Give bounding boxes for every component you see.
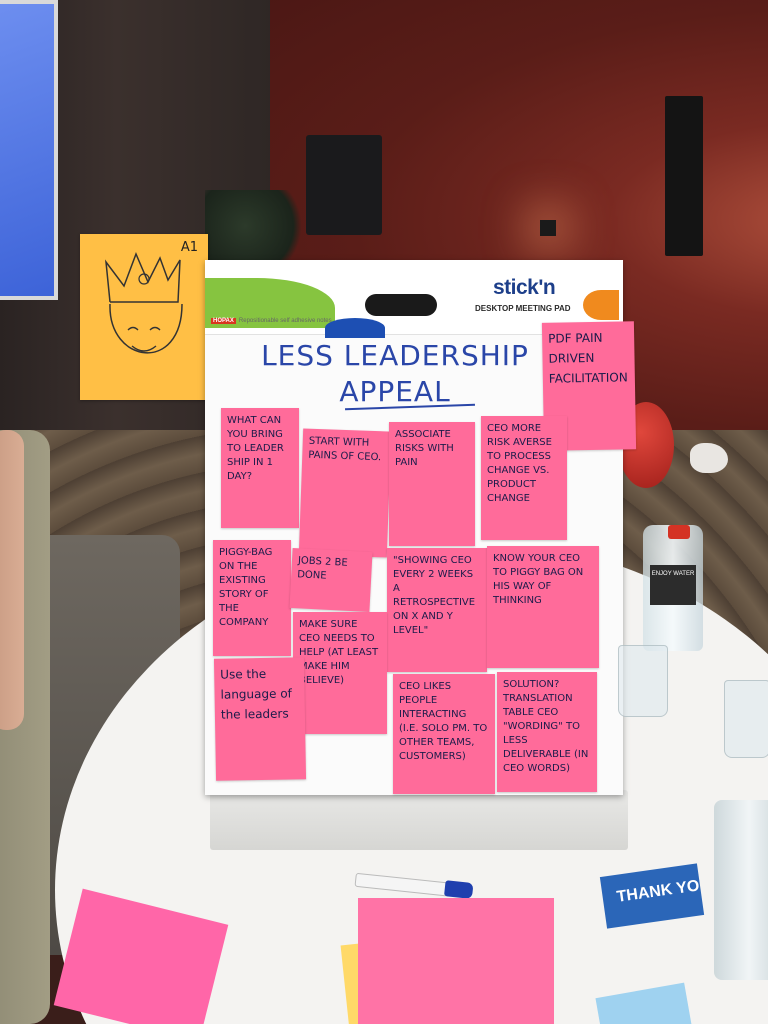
sticky-note-associate: ASSOCIATE RISKS WITH PAIN	[389, 422, 475, 546]
bottle-label: ENJOY WATER	[650, 565, 696, 605]
title-line-2: APPEAL	[339, 375, 451, 408]
brand-subtitle: DESKTOP MEETING PAD	[475, 304, 571, 313]
glass-1	[618, 645, 668, 717]
glass-2	[724, 680, 768, 758]
sticky-note-know-your-ceo: KNOW YOUR CEO TO PIGGY BAG ON HIS WAY OF…	[487, 546, 599, 668]
bottle-cap	[668, 525, 690, 539]
person-arm	[0, 430, 24, 730]
wall-light	[540, 220, 556, 236]
sticky-note-ceo-likes: CEO LIKES PEOPLE INTERACTING (I.E. SOLO …	[393, 674, 495, 794]
sticky-note-start-with: START WITH PAINS OF CEO.	[298, 428, 392, 558]
brand-badge: HOPAX	[211, 318, 236, 324]
yellow-sticky-note: A1	[80, 234, 208, 400]
crown-face-drawing	[104, 251, 183, 354]
table-sticky-note-pink-2	[358, 898, 554, 1024]
sticky-note-showing-ceo: "SHOWING CEO EVERY 2 WEEKS A RETROSPECTI…	[387, 548, 487, 672]
flipchart-title: LESS LEADERSHIP APPEAL	[235, 338, 555, 410]
water-glass	[714, 800, 768, 980]
sticky-note-solution: SOLUTION? TRANSLATION TABLE CEO "WORDING…	[497, 672, 597, 792]
carry-handle	[365, 294, 437, 316]
marker-cap	[443, 880, 474, 900]
wall-speaker	[665, 96, 703, 256]
sticky-note-use-language: Use the language of the leaders	[213, 657, 307, 781]
title-line-1: LESS LEADERSHIP	[261, 339, 529, 372]
crumpled-paper	[690, 443, 728, 473]
blue-decoration	[325, 318, 385, 338]
flipchart-stand	[210, 790, 628, 850]
sticky-note-what-can: WHAT CAN YOU BRING TO LEADER SHIP IN 1 D…	[221, 408, 299, 528]
brand-small-print: HOPAX Repositionable self adhesive notes	[211, 318, 332, 324]
stand-speaker	[306, 135, 382, 235]
brand-logo: stick'n	[493, 276, 556, 299]
flipchart-pad: stick'n DESKTOP MEETING PAD HOPAX Reposit…	[205, 260, 637, 795]
sticky-note-ceo-more: CEO MORE RISK AVERSE TO PROCESS CHANGE V…	[481, 416, 567, 540]
yellow-note-label: A1	[180, 240, 198, 255]
sticky-note-jobs: JOBS 2 BE DONE	[289, 547, 373, 613]
projector-screen	[0, 0, 58, 300]
orange-decoration	[583, 290, 619, 320]
brand-small-text: Repositionable self adhesive notes	[238, 318, 332, 324]
sticky-note-make-sure: MAKE SURE CEO NEEDS TO HELP (AT LEAST MA…	[293, 612, 387, 734]
sticky-note-piggy-bag: PIGGY-BAG ON THE EXISTING STORY OF THE C…	[213, 540, 291, 656]
